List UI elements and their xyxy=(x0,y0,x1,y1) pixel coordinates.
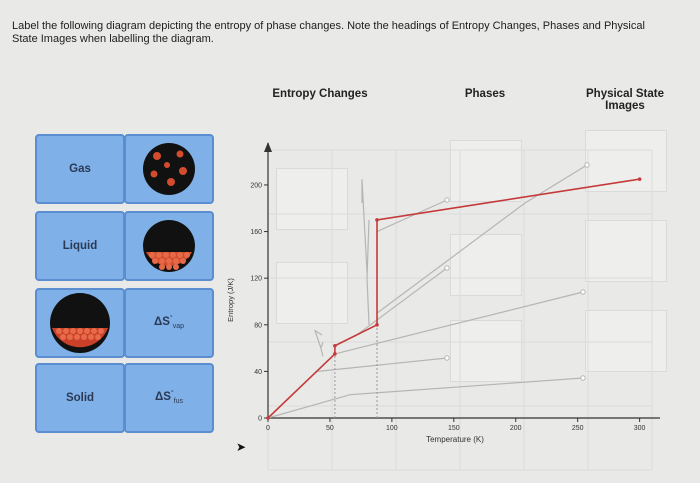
tile-delta-s-fus-label: ΔS°fus xyxy=(154,390,184,406)
mouse-cursor-icon: ➤ xyxy=(236,440,247,454)
leader-line xyxy=(376,199,448,233)
grid-cell xyxy=(331,341,397,407)
tile-gas-label: Gas xyxy=(69,163,91,175)
liquid-particles-image xyxy=(143,220,195,272)
x-tick-label: 300 xyxy=(634,425,646,432)
entropy-curve-point xyxy=(333,343,337,348)
leader-line xyxy=(267,377,584,419)
tile-gas-image[interactable] xyxy=(124,134,214,204)
tile-delta-s-fus[interactable]: ΔS°fus xyxy=(124,363,214,433)
leader-line xyxy=(313,329,323,349)
x-tick-label: 0 xyxy=(266,425,270,432)
drop-zone-image-3[interactable] xyxy=(585,310,667,372)
grid-cell xyxy=(331,405,397,471)
tile-solid[interactable]: Solid xyxy=(35,363,125,433)
grid-cell xyxy=(523,405,589,471)
x-tick-label: 250 xyxy=(572,425,584,432)
tile-gas[interactable]: Gas xyxy=(35,134,125,204)
tile-liquid-label: Liquid xyxy=(62,240,98,252)
header-entropy-changes: Entropy Changes xyxy=(272,88,368,100)
tile-liquid[interactable]: Liquid xyxy=(35,211,125,281)
x-tick-label: 50 xyxy=(326,425,334,432)
y-tick-label: 40 xyxy=(254,369,262,376)
grid-cell xyxy=(523,277,589,343)
grid-cell xyxy=(523,213,589,279)
x-tick-label: 200 xyxy=(510,425,522,432)
header-physical-state-images: Physical State Images xyxy=(586,88,664,112)
grid-cell xyxy=(523,149,589,215)
vaporization-bracket xyxy=(366,219,370,325)
y-tick-label: 80 xyxy=(254,322,262,329)
leader-line xyxy=(354,267,448,337)
leader-end-point xyxy=(580,289,586,295)
drop-zone-image-1[interactable] xyxy=(585,130,667,192)
drop-zone-phase-1[interactable] xyxy=(450,140,522,202)
tile-solid-label: Solid xyxy=(65,392,95,404)
grid-cell xyxy=(523,341,589,407)
x-tick-label: 100 xyxy=(386,425,398,432)
leader-end-point xyxy=(580,375,586,381)
drop-zone-image-2[interactable] xyxy=(585,220,667,282)
leader-line xyxy=(361,179,368,273)
tile-delta-s-vap[interactable]: ΔS°vap xyxy=(124,288,214,358)
drop-zone-phase-2[interactable] xyxy=(450,234,522,296)
y-axis-arrow xyxy=(264,142,272,152)
fusion-bracket xyxy=(320,342,324,357)
leader-line xyxy=(317,357,448,372)
entropy-curve-segment xyxy=(334,324,378,347)
leader-end-point xyxy=(444,355,450,361)
header-phases: Phases xyxy=(464,88,506,100)
x-axis-label: Temperature (K) xyxy=(426,435,484,444)
tile-solid-image[interactable] xyxy=(35,288,125,358)
x-tick-label: 150 xyxy=(448,425,460,432)
drop-zone-entropy-1[interactable] xyxy=(276,168,348,230)
leader-end-point xyxy=(444,197,450,203)
entropy-curve-point xyxy=(266,416,270,420)
leader-end-point xyxy=(444,265,450,271)
tile-delta-s-vap-label: ΔS°vap xyxy=(153,315,185,331)
tile-liquid-image[interactable] xyxy=(124,211,214,281)
drop-zone-entropy-2[interactable] xyxy=(276,262,348,324)
drop-zone-phase-3[interactable] xyxy=(450,320,522,382)
entropy-curve-point xyxy=(375,218,379,222)
grid-cell xyxy=(459,405,525,471)
y-axis-label: Entropy (J/K) xyxy=(226,278,235,322)
grid-cell xyxy=(395,405,461,471)
grid-cell xyxy=(587,405,653,471)
entropy-curve-point xyxy=(375,322,379,327)
y-tick-label: 200 xyxy=(250,182,262,189)
entropy-curve-point xyxy=(333,352,337,356)
y-tick-label: 0 xyxy=(258,416,262,423)
grid-cell xyxy=(267,341,333,407)
grid-cell xyxy=(267,405,333,471)
gas-particles-image xyxy=(143,143,195,195)
instructions-text: Label the following diagram depicting th… xyxy=(12,20,645,45)
y-tick-label: 120 xyxy=(250,276,262,283)
y-tick-label: 160 xyxy=(250,229,262,236)
solid-particles-image xyxy=(50,293,110,353)
entropy-curve-segment xyxy=(267,353,336,419)
